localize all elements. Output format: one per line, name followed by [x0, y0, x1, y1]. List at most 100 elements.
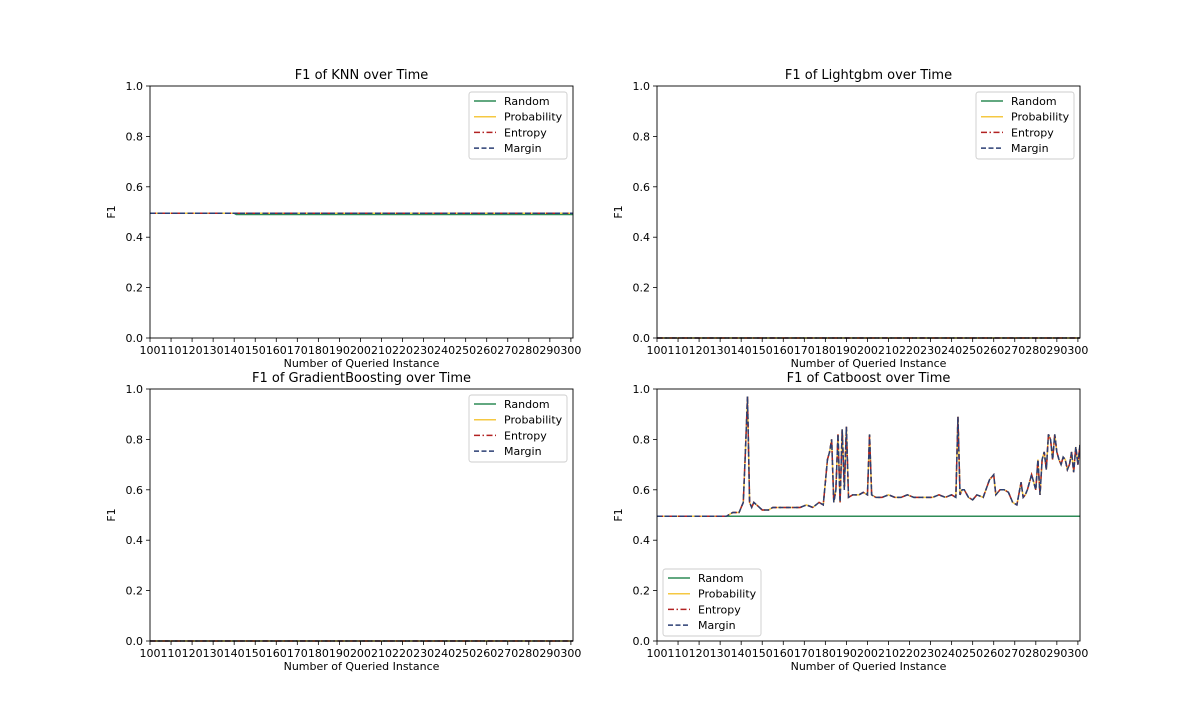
- x-tick-label: 230: [413, 647, 434, 660]
- x-tick-label: 210: [371, 647, 392, 660]
- x-tick-label: 290: [539, 647, 560, 660]
- x-tick-label: 230: [920, 344, 941, 357]
- x-tick-label: 240: [941, 647, 962, 660]
- x-axis-label: Number of Queried Instance: [791, 660, 947, 673]
- plot-frame: [656, 388, 1081, 642]
- x-tick-label: 280: [518, 344, 539, 357]
- legend-label-entropy: Entropy: [1011, 126, 1054, 139]
- x-tick-label: 150: [752, 344, 773, 357]
- x-tick-label: 280: [1025, 647, 1046, 660]
- x-axis-label: Number of Queried Instance: [791, 357, 947, 370]
- chart-title: F1 of Catboost over Time: [787, 371, 951, 386]
- x-tick-label: 290: [539, 344, 560, 357]
- x-tick-label: 270: [1004, 344, 1025, 357]
- x-axis-label: Number of Queried Instance: [284, 357, 440, 370]
- y-tick-label: 0.0: [633, 332, 651, 345]
- x-tick-label: 150: [245, 344, 266, 357]
- x-tick-label: 250: [962, 344, 983, 357]
- plot-frame: [149, 85, 574, 339]
- x-tick-label: 200: [350, 344, 371, 357]
- x-tick-label: 140: [224, 647, 245, 660]
- x-tick-label: 170: [794, 344, 815, 357]
- y-tick-label: 1.0: [633, 383, 651, 396]
- x-tick-label: 300: [1067, 344, 1088, 357]
- x-tick-label: 150: [245, 647, 266, 660]
- x-tick-label: 110: [161, 647, 182, 660]
- y-tick-label: 0.6: [126, 484, 144, 497]
- y-tick-label: 0.6: [126, 181, 144, 194]
- x-tick-label: 290: [1046, 647, 1067, 660]
- chart-title: F1 of GradientBoosting over Time: [252, 371, 471, 386]
- x-tick-label: 200: [350, 647, 371, 660]
- x-axis-label: Number of Queried Instance: [284, 660, 440, 673]
- y-tick-label: 0.4: [633, 231, 651, 244]
- legend-label-probability: Probability: [1011, 111, 1070, 124]
- y-tick-label: 0.8: [126, 433, 144, 446]
- x-tick-label: 130: [710, 344, 731, 357]
- x-tick-label: 260: [476, 647, 497, 660]
- x-tick-label: 130: [710, 647, 731, 660]
- x-tick-label: 260: [983, 647, 1004, 660]
- legend-label-margin: Margin: [504, 142, 542, 155]
- series-line-margin: [657, 396, 1080, 518]
- y-tick-label: 0.8: [126, 130, 144, 143]
- x-tick-label: 170: [794, 647, 815, 660]
- plot-frame: [656, 85, 1081, 339]
- subplot-3: F1 of GradientBoosting over Time 100 110 12…: [105, 371, 581, 673]
- x-tick-label: 140: [731, 647, 752, 660]
- x-tick-label: 160: [773, 344, 794, 357]
- y-tick-label: 0.2: [633, 585, 651, 598]
- x-tick-label: 300: [560, 647, 581, 660]
- chart-title: F1 of KNN over Time: [295, 68, 429, 83]
- legend-label-probability: Probability: [504, 414, 563, 427]
- x-tick-label: 180: [308, 647, 329, 660]
- legend-label-margin: Margin: [698, 619, 736, 632]
- y-axis-label: F1: [612, 205, 625, 218]
- y-axis-label: F1: [105, 205, 118, 218]
- subplot-1: F1 of KNN over Time 100 110 120 130 140 150 160…: [105, 68, 581, 370]
- x-tick-label: 100: [647, 647, 668, 660]
- x-tick-label: 200: [857, 344, 878, 357]
- x-tick-label: 130: [203, 344, 224, 357]
- legend-label-probability: Probability: [698, 588, 757, 601]
- y-tick-label: 0.2: [633, 282, 651, 295]
- legend-label-random: Random: [504, 95, 550, 108]
- legend-frame: [975, 91, 1075, 160]
- legend-label-probability: Probability: [504, 111, 563, 124]
- y-tick-label: 0.2: [126, 282, 144, 295]
- y-tick-label: 0.8: [633, 433, 651, 446]
- x-tick-label: 220: [392, 344, 413, 357]
- x-tick-label: 110: [668, 647, 689, 660]
- x-tick-label: 120: [182, 647, 203, 660]
- x-tick-label: 120: [182, 344, 203, 357]
- legend-label-margin: Margin: [1011, 142, 1049, 155]
- x-tick-label: 100: [140, 344, 161, 357]
- legend-label-entropy: Entropy: [504, 429, 547, 442]
- x-tick-label: 230: [920, 647, 941, 660]
- x-tick-label: 230: [413, 344, 434, 357]
- x-tick-label: 250: [455, 344, 476, 357]
- x-tick-label: 300: [1067, 647, 1088, 660]
- x-tick-label: 240: [941, 344, 962, 357]
- x-tick-label: 260: [476, 344, 497, 357]
- legend-label-random: Random: [1011, 95, 1057, 108]
- x-tick-label: 220: [899, 647, 920, 660]
- x-tick-label: 160: [266, 344, 287, 357]
- legend-label-entropy: Entropy: [504, 126, 547, 139]
- x-tick-label: 130: [203, 647, 224, 660]
- x-tick-label: 280: [1025, 344, 1046, 357]
- x-tick-label: 300: [560, 344, 581, 357]
- y-tick-label: 0.8: [633, 130, 651, 143]
- x-tick-label: 190: [836, 344, 857, 357]
- x-tick-label: 140: [731, 344, 752, 357]
- x-tick-label: 210: [878, 647, 899, 660]
- legend: Random Probability Entropy Margin: [468, 394, 568, 463]
- y-axis-label: F1: [105, 508, 118, 521]
- y-tick-label: 0.6: [633, 484, 651, 497]
- y-tick-label: 0.4: [633, 534, 651, 547]
- x-tick-label: 250: [962, 647, 983, 660]
- legend: Random Probability Entropy Margin: [975, 91, 1075, 160]
- y-tick-label: 0.6: [633, 181, 651, 194]
